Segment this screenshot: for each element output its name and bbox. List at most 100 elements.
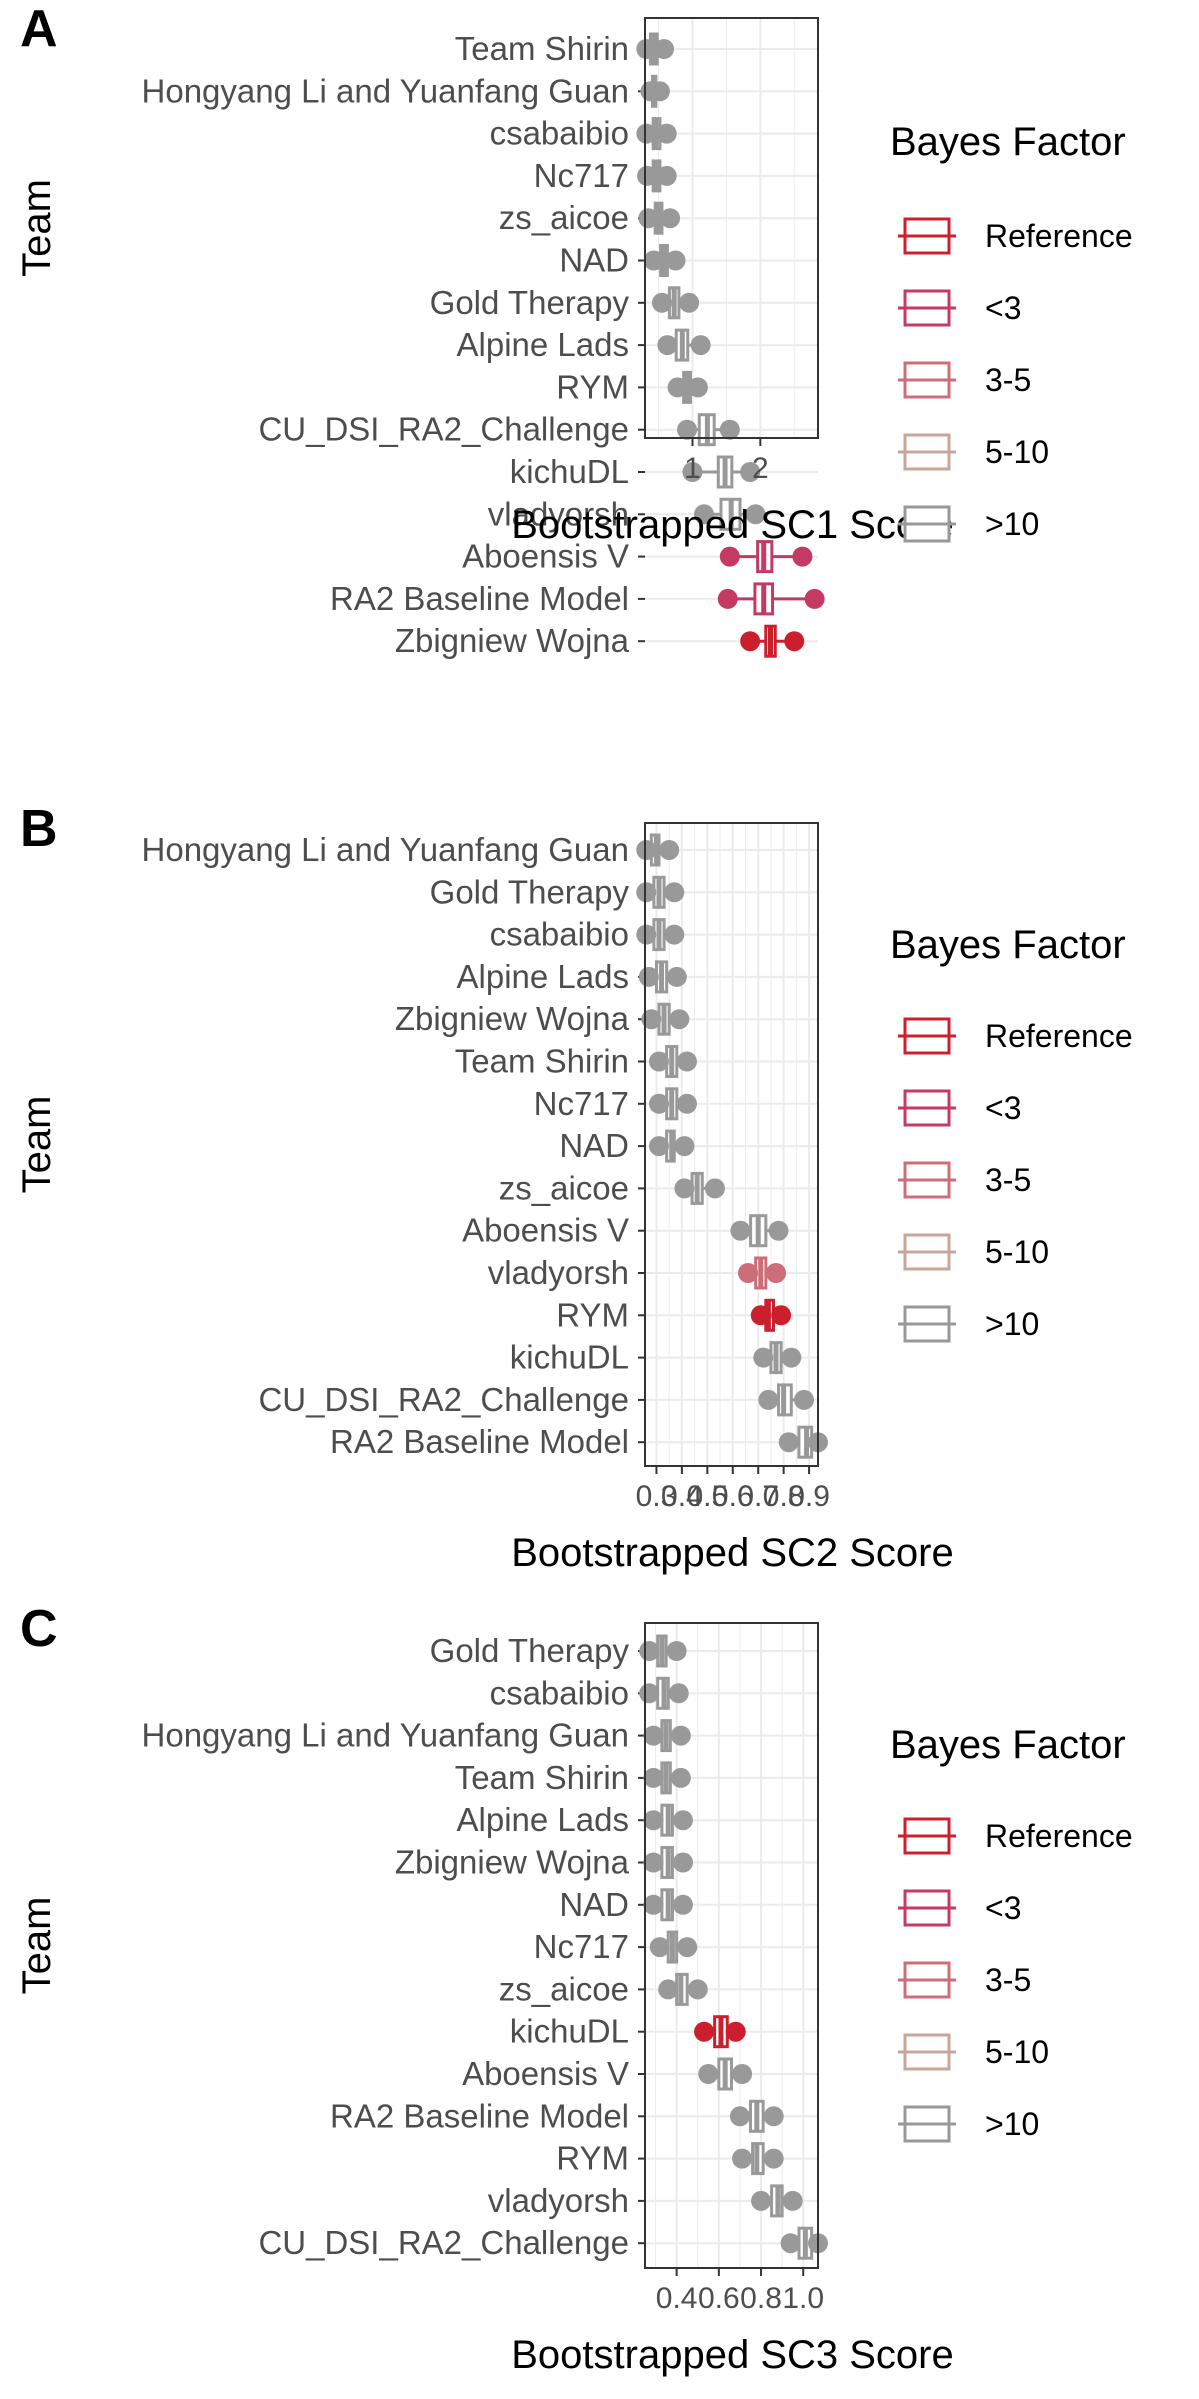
team-label: kichuDL: [510, 1339, 629, 1376]
team-label: CU_DSI_RA2_Challenge: [258, 411, 629, 448]
legend-key: [898, 1961, 956, 1999]
outlier-point: [740, 631, 761, 652]
outlier-point: [763, 2148, 784, 2169]
team-label: vladyorsh: [488, 495, 629, 532]
x-tick-label: 0.8: [740, 2282, 782, 2315]
outlier-point: [668, 1683, 689, 1704]
box-vladyorsh: [694, 497, 766, 531]
outlier-point: [656, 123, 677, 144]
box-nad: [643, 244, 686, 277]
outlier-point: [664, 924, 685, 945]
team-label: Aboensis V: [462, 538, 629, 575]
box-nc717: [648, 1087, 697, 1121]
box-hongyang-li-and-yuanfang-guan: [636, 833, 680, 867]
outlier-point: [659, 840, 680, 860]
outlier-point: [643, 1725, 664, 1746]
box-zs-aicoe: [658, 1972, 708, 2006]
team-label: NAD: [559, 242, 629, 279]
box-rym: [750, 1298, 792, 1332]
legend-label: 3-5: [985, 1962, 1031, 1998]
outlier-point: [674, 1178, 695, 1199]
box-csabaibio: [636, 918, 685, 952]
chart-panel-b: B Hongyang Li and Yuanfang Guan Gold Thera…: [15, 800, 1133, 1575]
x-tick-label: 0.6: [698, 2282, 740, 2315]
box-rym: [667, 370, 708, 404]
team-label: csabaibio: [490, 916, 629, 953]
legend-key: [898, 505, 956, 543]
legend: Bayes Factor Reference <3 3-5 5-10 >10: [890, 120, 1133, 543]
plot-frame: [644, 822, 819, 1467]
box-zs-aicoe: [638, 201, 681, 235]
outlier-point: [687, 377, 708, 398]
team-label: RA2 Baseline Model: [330, 1423, 629, 1460]
outlier-point: [768, 1220, 789, 1241]
team-label: Gold Therapy: [430, 284, 630, 321]
outlier-point: [656, 165, 677, 186]
outlier-point: [676, 1051, 697, 1072]
team-label: kichuDL: [510, 453, 629, 490]
legend-label: <3: [985, 1090, 1021, 1126]
box-nc717: [649, 1930, 698, 1964]
outlier-point: [672, 1894, 693, 1915]
x-tick-label: 0.8: [763, 1480, 805, 1513]
outlier-point: [674, 1136, 695, 1157]
outlier-point: [698, 2064, 719, 2084]
legend-key: [898, 289, 956, 327]
outlier-point: [648, 1051, 669, 1072]
box-ra2-baseline-model: [729, 2099, 784, 2133]
legend-key: [898, 1889, 956, 1927]
outlier-point: [664, 882, 685, 903]
x-tick-label: 2: [752, 452, 769, 485]
outlier-point: [672, 1852, 693, 1873]
outlier-point: [639, 1641, 660, 1661]
outlier-point: [730, 1220, 751, 1241]
outlier-point: [804, 588, 825, 609]
team-label: RA2 Baseline Model: [330, 2097, 629, 2134]
x-tick-label: 0.4: [661, 1480, 703, 1513]
y-axis-title: Team: [15, 1096, 59, 1194]
legend-label: >10: [985, 506, 1039, 542]
box-aboensis-v: [719, 540, 813, 574]
outlier-point: [784, 631, 805, 652]
legend-key: [898, 1089, 956, 1127]
outlier-point: [641, 1009, 662, 1030]
outlier-point: [670, 1725, 691, 1746]
outlier-point: [667, 377, 688, 398]
outlier-point: [653, 39, 674, 59]
outlier-point: [649, 81, 670, 102]
outlier-point: [638, 208, 659, 229]
outlier-point: [750, 1305, 771, 1326]
team-label: Hongyang Li and Yuanfang Guan: [142, 72, 629, 109]
team-label: Zbigniew Wojna: [395, 622, 630, 659]
outlier-point: [649, 1937, 670, 1958]
box-hongyang-li-and-yuanfang-guan: [640, 74, 670, 108]
box-csabaibio: [636, 117, 677, 151]
outlier-point: [792, 546, 813, 567]
legend-label: 5-10: [985, 2034, 1049, 2070]
plot-background: [645, 18, 818, 438]
team-label: Gold Therapy: [430, 1632, 630, 1669]
box-alpine-lads: [643, 1803, 693, 1837]
legend-key: [898, 2033, 956, 2071]
outlier-point: [719, 546, 740, 567]
box-team-shirin: [648, 1045, 697, 1078]
outlier-point: [717, 588, 738, 609]
panel-letter: A: [20, 0, 58, 58]
outlier-point: [648, 1136, 669, 1157]
outlier-point: [638, 966, 659, 987]
team-label: zs_aicoe: [499, 1970, 629, 2007]
chart-panel-a: A Team Shirin Hongyang Li and Yuanfang Gua…: [15, 0, 1133, 659]
legend-label: 3-5: [985, 1162, 1031, 1198]
outlier-point: [690, 335, 711, 356]
legend-label: Reference: [985, 218, 1133, 254]
team-label: Gold Therapy: [430, 873, 630, 910]
box-nc717: [637, 159, 677, 193]
legend-key: [898, 217, 956, 255]
outlier-point: [636, 840, 657, 860]
outlier-point: [643, 250, 664, 271]
plot-frame: [644, 17, 819, 439]
panel-letter: B: [20, 800, 58, 858]
legend-key: [898, 1017, 956, 1055]
box-vladyorsh: [738, 1256, 787, 1290]
